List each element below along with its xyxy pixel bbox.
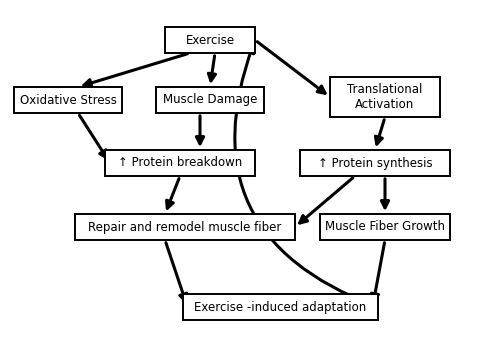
FancyBboxPatch shape	[320, 214, 450, 240]
Text: Exercise -induced adaptation: Exercise -induced adaptation	[194, 300, 366, 313]
FancyBboxPatch shape	[182, 294, 378, 320]
Text: Muscle Damage: Muscle Damage	[163, 93, 257, 106]
Text: Exercise: Exercise	[186, 33, 234, 47]
FancyBboxPatch shape	[330, 77, 440, 117]
FancyBboxPatch shape	[75, 214, 295, 240]
FancyBboxPatch shape	[156, 87, 264, 113]
Text: Muscle Fiber Growth: Muscle Fiber Growth	[325, 220, 445, 234]
FancyBboxPatch shape	[105, 150, 255, 176]
Text: ↑ Protein synthesis: ↑ Protein synthesis	[318, 157, 432, 169]
FancyBboxPatch shape	[165, 27, 255, 53]
Text: Translational
Activation: Translational Activation	[348, 83, 422, 111]
Text: ↑ Protein breakdown: ↑ Protein breakdown	[118, 157, 242, 169]
Text: Oxidative Stress: Oxidative Stress	[20, 93, 116, 106]
FancyBboxPatch shape	[300, 150, 450, 176]
FancyBboxPatch shape	[14, 87, 122, 113]
Text: Repair and remodel muscle fiber: Repair and remodel muscle fiber	[88, 220, 282, 234]
